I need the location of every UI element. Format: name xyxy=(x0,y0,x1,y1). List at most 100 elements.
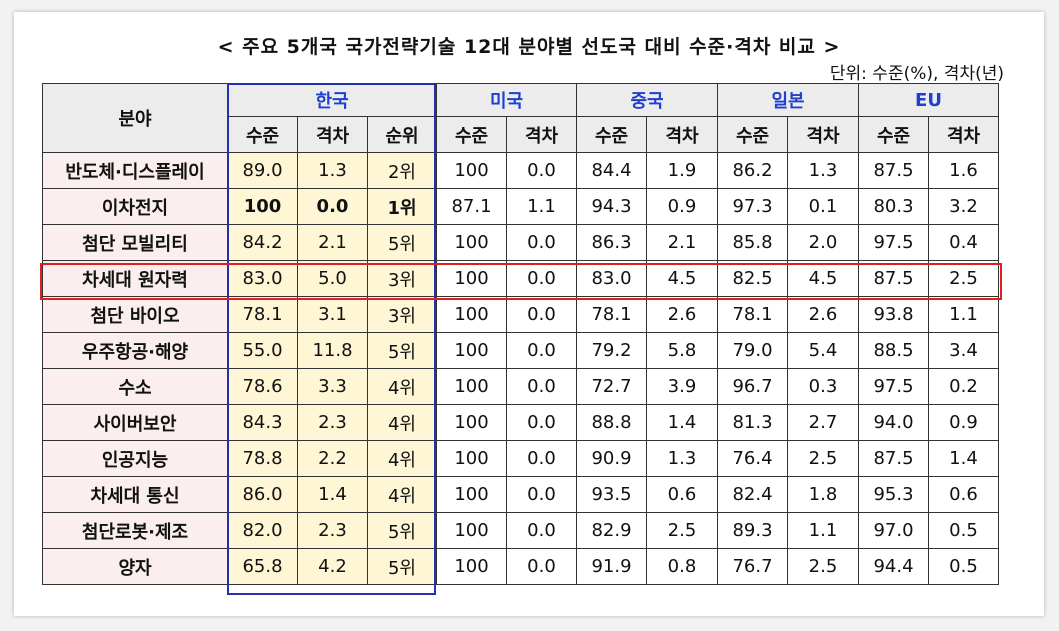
japan-level-cell: 97.3 xyxy=(717,188,788,225)
korea-rank-cell: 5위 xyxy=(367,332,437,369)
field-name-cell: 반도체·디스플레이 xyxy=(42,152,228,189)
korea-level-cell: 100 xyxy=(227,188,298,225)
korea-level-cell: 78.8 xyxy=(227,440,298,477)
korea-gap-cell: 3.1 xyxy=(297,296,368,333)
table-row: 첨단 바이오 78.1 3.1 3위 100 0.0 78.1 2.6 78.1 2.6 93.8 1… xyxy=(42,296,999,333)
japan-level-cell: 76.4 xyxy=(717,440,788,477)
table-row: 차세대 통신 86.0 1.4 4위 100 0.0 93.5 0.6 82.4 1.8 95.3 0… xyxy=(42,476,999,513)
korea-rank-cell: 3위 xyxy=(367,260,437,297)
table-row: 사이버보안 84.3 2.3 4위 100 0.0 88.8 1.4 81.3 2.7 94.0 0.… xyxy=(42,404,999,441)
usa-level-cell: 100 xyxy=(436,440,507,477)
field-name-cell: 차세대 원자력 xyxy=(42,260,228,297)
eu-gap-cell: 1.1 xyxy=(928,296,999,333)
page-title: < 주요 5개국 국가전략기술 12대 분야별 선도국 대비 수준·격차 비교 … xyxy=(217,36,841,58)
japan-level-cell: 85.8 xyxy=(717,224,788,261)
eu-level-cell: 88.5 xyxy=(858,332,929,369)
china-level-cell: 90.9 xyxy=(576,440,647,477)
table-row: 차세대 원자력 83.0 5.0 3위 100 0.0 83.0 4.5 82.5 4.5 87.5… xyxy=(42,260,999,297)
korea-gap-cell: 1.4 xyxy=(297,476,368,513)
china-level-cell: 72.7 xyxy=(576,368,647,405)
korea-level-cell: 86.0 xyxy=(227,476,298,513)
country-header-japan: 일본 xyxy=(717,83,859,117)
china-level-cell: 79.2 xyxy=(576,332,647,369)
usa-gap-cell: 0.0 xyxy=(506,152,577,189)
korea-rank-cell: 5위 xyxy=(367,512,437,549)
usa-level-cell: 100 xyxy=(436,476,507,513)
korea-rank-cell: 5위 xyxy=(367,224,437,261)
eu-gap-cell: 1.6 xyxy=(928,152,999,189)
subheader-eu-level: 수준 xyxy=(858,116,929,153)
china-gap-cell: 2.1 xyxy=(646,224,718,261)
eu-gap-cell: 0.6 xyxy=(928,476,999,513)
korea-level-cell: 78.6 xyxy=(227,368,298,405)
subheader-usa-gap: 격차 xyxy=(506,116,577,153)
eu-gap-cell: 0.5 xyxy=(928,548,999,585)
eu-gap-cell: 1.4 xyxy=(928,440,999,477)
table-body: 반도체·디스플레이 89.0 1.3 2위 100 0.0 84.4 1.9 86.2 1.3 87… xyxy=(42,152,999,585)
usa-gap-cell: 0.0 xyxy=(506,512,577,549)
eu-level-cell: 95.3 xyxy=(858,476,929,513)
japan-level-cell: 82.4 xyxy=(717,476,788,513)
field-name-cell: 수소 xyxy=(42,368,228,405)
field-name-cell: 첨단 바이오 xyxy=(42,296,228,333)
country-header-korea: 한국 xyxy=(227,83,437,117)
japan-level-cell: 96.7 xyxy=(717,368,788,405)
japan-gap-cell: 0.1 xyxy=(787,188,859,225)
subheader-china-level: 수준 xyxy=(576,116,647,153)
subheader-korea-rank: 순위 xyxy=(367,116,437,153)
usa-level-cell: 100 xyxy=(436,368,507,405)
usa-level-cell: 100 xyxy=(436,512,507,549)
eu-gap-cell: 3.4 xyxy=(928,332,999,369)
field-name-cell: 사이버보안 xyxy=(42,404,228,441)
document-card: < 주요 5개국 국가전략기술 12대 분야별 선도국 대비 수준·격차 비교 … xyxy=(14,12,1044,616)
usa-level-cell: 100 xyxy=(436,548,507,585)
china-gap-cell: 1.3 xyxy=(646,440,718,477)
china-level-cell: 78.1 xyxy=(576,296,647,333)
japan-gap-cell: 2.5 xyxy=(787,440,859,477)
china-gap-cell: 5.8 xyxy=(646,332,718,369)
korea-rank-cell: 4위 xyxy=(367,440,437,477)
comparison-table: 분야 한국 미국 중국 일본 EU 수준 격차 순위 수준 격차 수준 격차 수… xyxy=(42,83,999,585)
field-name-cell: 우주항공·해양 xyxy=(42,332,228,369)
china-level-cell: 88.8 xyxy=(576,404,647,441)
korea-rank-cell: 4위 xyxy=(367,368,437,405)
eu-gap-cell: 0.9 xyxy=(928,404,999,441)
eu-level-cell: 93.8 xyxy=(858,296,929,333)
japan-gap-cell: 0.3 xyxy=(787,368,859,405)
subheader-japan-level: 수준 xyxy=(717,116,788,153)
japan-gap-cell: 2.5 xyxy=(787,548,859,585)
field-header: 분야 xyxy=(42,83,228,153)
china-level-cell: 91.9 xyxy=(576,548,647,585)
korea-level-cell: 55.0 xyxy=(227,332,298,369)
table-row: 양자 65.8 4.2 5위 100 0.0 91.9 0.8 76.7 2.5 94.4 0.5 xyxy=(42,548,999,585)
usa-gap-cell: 0.0 xyxy=(506,332,577,369)
subheader-eu-gap: 격차 xyxy=(928,116,999,153)
china-gap-cell: 1.9 xyxy=(646,152,718,189)
japan-gap-cell: 1.3 xyxy=(787,152,859,189)
usa-level-cell: 87.1 xyxy=(436,188,507,225)
china-gap-cell: 2.5 xyxy=(646,512,718,549)
japan-level-cell: 76.7 xyxy=(717,548,788,585)
eu-gap-cell: 0.4 xyxy=(928,224,999,261)
japan-level-cell: 79.0 xyxy=(717,332,788,369)
usa-gap-cell: 0.0 xyxy=(506,476,577,513)
eu-level-cell: 97.0 xyxy=(858,512,929,549)
japan-level-cell: 78.1 xyxy=(717,296,788,333)
korea-rank-cell: 4위 xyxy=(367,404,437,441)
china-gap-cell: 4.5 xyxy=(646,260,718,297)
korea-rank-cell: 3위 xyxy=(367,296,437,333)
korea-level-cell: 84.2 xyxy=(227,224,298,261)
korea-gap-cell: 3.3 xyxy=(297,368,368,405)
table-row: 인공지능 78.8 2.2 4위 100 0.0 90.9 1.3 76.4 2.5 87.5 1.4 xyxy=(42,440,999,477)
japan-level-cell: 86.2 xyxy=(717,152,788,189)
subheader-china-gap: 격차 xyxy=(646,116,718,153)
eu-level-cell: 94.0 xyxy=(858,404,929,441)
china-level-cell: 93.5 xyxy=(576,476,647,513)
usa-gap-cell: 0.0 xyxy=(506,224,577,261)
usa-gap-cell: 0.0 xyxy=(506,404,577,441)
usa-level-cell: 100 xyxy=(436,260,507,297)
usa-level-cell: 100 xyxy=(436,152,507,189)
usa-gap-cell: 0.0 xyxy=(506,440,577,477)
table-row: 수소 78.6 3.3 4위 100 0.0 72.7 3.9 96.7 0.3 97.5 0.2 xyxy=(42,368,999,405)
korea-gap-cell: 11.8 xyxy=(297,332,368,369)
